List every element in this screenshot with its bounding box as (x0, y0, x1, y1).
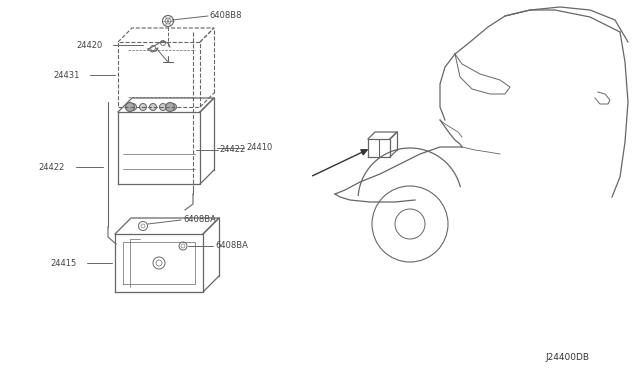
Text: 24420: 24420 (76, 41, 102, 49)
Circle shape (125, 103, 134, 112)
Text: 6408B8: 6408B8 (209, 12, 241, 20)
Circle shape (159, 103, 166, 110)
Circle shape (166, 103, 175, 112)
Text: 24422: 24422 (219, 145, 245, 154)
Text: J24400DB: J24400DB (545, 353, 589, 362)
Text: 24415: 24415 (50, 259, 76, 267)
Circle shape (150, 103, 157, 110)
Circle shape (129, 103, 136, 110)
Text: 24410: 24410 (246, 144, 272, 153)
Circle shape (140, 103, 147, 110)
Circle shape (170, 103, 177, 110)
Text: 6408BA: 6408BA (215, 241, 248, 250)
Text: 24422: 24422 (38, 163, 64, 171)
Text: 6408BA: 6408BA (183, 215, 216, 224)
Text: 24431: 24431 (53, 71, 79, 80)
